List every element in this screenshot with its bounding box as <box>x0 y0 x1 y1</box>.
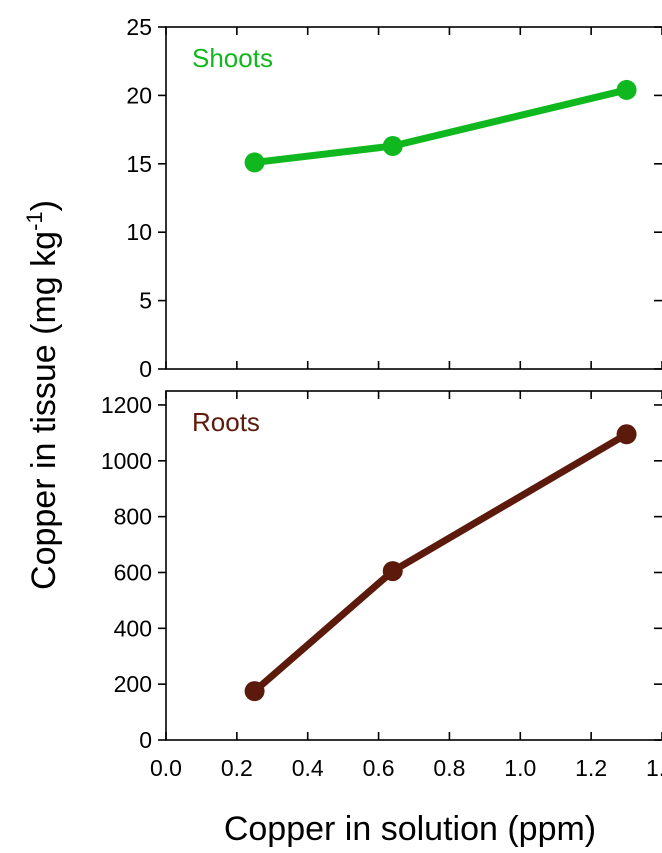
y-tick-label: 20 <box>126 82 152 108</box>
data-point <box>382 136 403 157</box>
y-tick-label: 1000 <box>101 448 152 474</box>
y-axis-title: Copper in tissue (mg kg-1) <box>22 200 63 590</box>
data-point <box>244 681 265 702</box>
x-axis-title: Copper in solution (ppm) <box>224 810 596 848</box>
x-tick-label: 0.2 <box>221 755 253 781</box>
y-tick-label: 15 <box>126 151 152 177</box>
data-point <box>382 561 403 582</box>
y-tick-label: 200 <box>114 671 152 697</box>
series-line <box>251 86 631 166</box>
roots-y-axis: 0 200 400 600 800 1000 1200 <box>101 392 662 753</box>
y-axis-title-main: Copper in tissue (mg kg <box>25 231 63 590</box>
y-tick-label: 5 <box>139 288 152 314</box>
y-tick-label: 800 <box>114 504 152 530</box>
x-tick-label: 1.4 <box>646 755 662 781</box>
x-tick-label: 0.4 <box>292 755 324 781</box>
data-point <box>616 424 637 445</box>
data-point <box>244 152 265 173</box>
y-axis-title-close: ) <box>25 200 63 211</box>
y-tick-label: 25 <box>126 14 152 40</box>
shoots-panel-label: Shoots <box>192 43 273 73</box>
shoots-x-ticks <box>165 27 662 369</box>
x-tick-label: 0.0 <box>150 755 182 781</box>
roots-x-axis: 0.0 0.2 0.4 0.6 0.8 1.0 1.2 1.4 <box>150 391 662 781</box>
y-tick-label: 0 <box>139 727 152 753</box>
y-tick-label: 0 <box>139 356 152 382</box>
y-axis-title-superscript: -1 <box>22 211 47 231</box>
y-tick-label: 600 <box>114 559 152 585</box>
x-tick-label: 0.6 <box>363 755 395 781</box>
y-tick-label: 400 <box>114 615 152 641</box>
series-line <box>251 430 631 695</box>
roots-panel-label: Roots <box>192 407 260 437</box>
data-point <box>616 79 637 100</box>
x-tick-label: 1.2 <box>575 755 607 781</box>
roots-plot-frame <box>165 390 662 741</box>
x-tick-label: 0.8 <box>433 755 465 781</box>
shoots-series <box>244 79 637 173</box>
roots-series <box>244 424 637 702</box>
shoots-y-axis: 0 5 10 15 20 25 <box>126 14 662 382</box>
roots-panel: 0 200 400 600 800 1000 1200 0.0 0.2 0.4 0.6 0.8 1.0… <box>101 390 662 781</box>
y-tick-label: 10 <box>126 219 152 245</box>
x-tick-label: 1.0 <box>504 755 536 781</box>
y-tick-label: 1200 <box>101 392 152 418</box>
shoots-plot-frame <box>165 26 662 370</box>
shoots-panel: 0 5 10 15 20 25 Shoots <box>126 14 662 382</box>
